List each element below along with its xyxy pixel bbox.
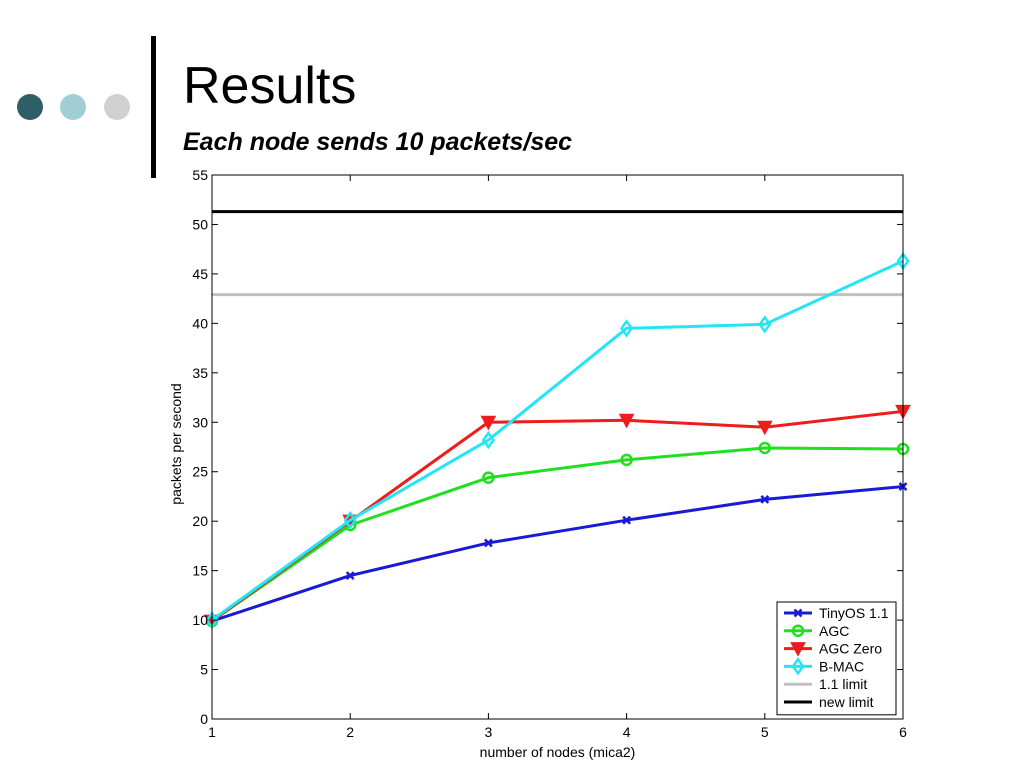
- legend-entry: TinyOS 1.1: [784, 605, 889, 621]
- point-marker: [620, 453, 633, 467]
- point-marker: [790, 642, 806, 657]
- plot-frame: [211, 174, 904, 720]
- point-marker: [343, 511, 357, 530]
- legend-label: B-MAC: [819, 658, 864, 674]
- point-marker: [618, 413, 635, 429]
- legend-entry: new limit: [784, 694, 874, 710]
- point-marker: [484, 538, 493, 548]
- title-divider: [151, 36, 156, 178]
- legend-entry: AGC: [784, 623, 849, 639]
- series-line: [211, 259, 904, 622]
- series-line: [211, 446, 904, 623]
- series-line: [211, 485, 904, 623]
- y-tick-label: 35: [192, 365, 208, 381]
- legend-entry: 1.1 limit: [784, 676, 867, 692]
- series-agc: [205, 441, 910, 628]
- x-tick-label: 6: [899, 724, 907, 740]
- x-tick-label: 1: [208, 724, 216, 740]
- legend-label: 1.1 limit: [819, 676, 867, 692]
- point-marker: [760, 495, 770, 504]
- point-marker: [756, 420, 773, 436]
- legend-entry: B-MAC: [784, 657, 864, 676]
- point-marker: [480, 415, 497, 431]
- y-tick-label: 45: [192, 266, 208, 282]
- series-line: [211, 409, 904, 623]
- point-marker: [793, 608, 803, 618]
- point-marker: [345, 571, 355, 580]
- legend-label: AGC Zero: [819, 641, 882, 657]
- point-marker: [758, 441, 772, 455]
- series-agc-zero: [204, 404, 911, 630]
- bullet-dot-1: [17, 94, 43, 120]
- point-marker: [622, 515, 631, 525]
- y-axis-label: packets per second: [168, 383, 184, 504]
- y-tick-label: 0: [200, 711, 208, 727]
- y-tick-label: 20: [192, 513, 208, 529]
- bullet-dot-3: [104, 94, 130, 120]
- legend-label: AGC: [819, 623, 849, 639]
- x-tick-label: 5: [761, 724, 769, 740]
- point-marker: [791, 624, 805, 638]
- bullet-dot-2: [60, 94, 86, 120]
- legend-box: [776, 601, 897, 716]
- y-tick-label: 25: [192, 464, 208, 480]
- legend-entry: AGC Zero: [784, 641, 882, 657]
- series-b-mac: [205, 251, 910, 630]
- slide-title: Results: [183, 57, 357, 115]
- y-tick-label: 30: [192, 414, 208, 430]
- point-marker: [482, 471, 495, 484]
- y-tick-label: 15: [192, 563, 208, 579]
- legend-label: new limit: [819, 694, 874, 710]
- x-tick-label: 4: [623, 724, 631, 740]
- x-tick-label: 2: [346, 724, 354, 740]
- y-tick-label: 40: [192, 315, 208, 331]
- point-marker: [791, 657, 805, 676]
- y-tick-label: 55: [192, 167, 208, 183]
- y-tick-label: 5: [200, 662, 208, 678]
- point-marker: [481, 430, 495, 450]
- x-tick-label: 3: [485, 724, 493, 740]
- y-tick-label: 50: [192, 216, 208, 232]
- x-axis-label: number of nodes (mica2): [480, 744, 636, 760]
- point-marker: [758, 315, 772, 334]
- point-marker: [620, 319, 634, 338]
- legend-label: TinyOS 1.1: [819, 605, 889, 621]
- y-tick-label: 10: [192, 612, 208, 628]
- slide-subtitle: Each node sends 10 packets/sec: [183, 128, 573, 156]
